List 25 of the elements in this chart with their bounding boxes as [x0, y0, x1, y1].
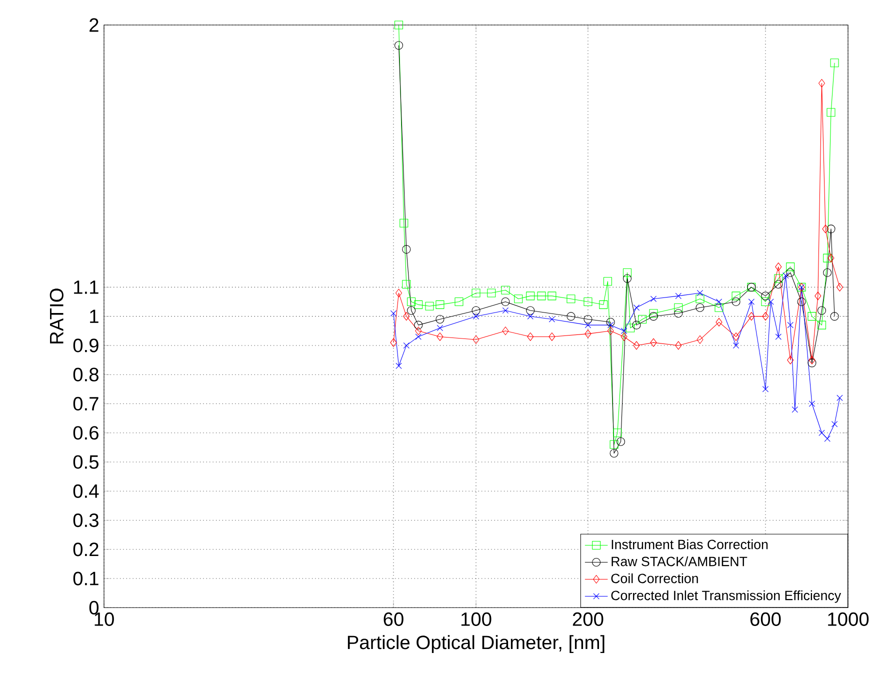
x-tick-label: 1000	[828, 612, 869, 626]
y-tick-label: 2	[90, 18, 98, 32]
y-tick-label: 1.1	[74, 280, 98, 294]
y-tick-label: 0.8	[73, 368, 98, 382]
y-tick-label: 0.9	[73, 338, 98, 352]
y-tick-label: 0.6	[73, 426, 98, 440]
x-tick-label: 60	[384, 612, 404, 626]
y-tick-label: 0.1	[73, 572, 98, 586]
legend-label: Coil Correction	[611, 573, 698, 584]
x-tick-label: 200	[572, 612, 604, 626]
x-tick-label: 100	[461, 612, 492, 626]
y-tick-label: 0.4	[73, 484, 99, 498]
y-tick-label: 0	[89, 600, 99, 614]
y-tick-label: 1	[90, 310, 98, 323]
y-tick-label: 0.3	[73, 513, 98, 528]
x-tick-label: 600	[750, 612, 781, 626]
y-tick-label: 0.7	[73, 396, 98, 411]
y-tick-label: 0.2	[73, 542, 98, 556]
x-axis-title: Particle Optical Diameter, [nm]	[348, 635, 604, 654]
legend-label: Corrected Inlet Transmission Efficiency	[611, 590, 842, 603]
y-axis-title: RATIO	[50, 288, 64, 344]
y-tick-label: 0.5	[73, 455, 98, 469]
legend-label: Raw STACK/AMBIENT	[612, 556, 748, 566]
x-tick-label: 10	[94, 612, 114, 626]
legend-label: Instrument Bias Correction	[612, 539, 768, 550]
